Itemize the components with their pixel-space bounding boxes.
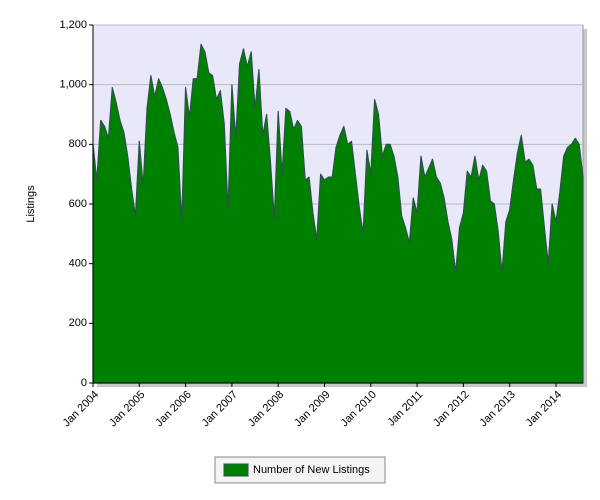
- y-tick-label: 400: [69, 258, 87, 270]
- y-tick-label: 600: [69, 198, 87, 210]
- y-tick-label: 200: [69, 317, 87, 329]
- x-tick-label: Jan 2004: [61, 389, 101, 429]
- x-tick-label: Jan 2012: [431, 389, 471, 429]
- legend: Number of New Listings: [214, 456, 386, 484]
- y-axis-label: Listings: [25, 185, 37, 223]
- x-tick-label: Jan 2005: [107, 389, 147, 429]
- x-tick-label: Jan 2011: [385, 389, 425, 429]
- y-tick-label: 1,200: [59, 19, 87, 31]
- x-tick-label: Jan 2014: [524, 389, 564, 429]
- y-tick-label: 0: [81, 377, 87, 389]
- x-tick-label: Jan 2008: [246, 389, 286, 429]
- x-tick-label: Jan 2009: [292, 389, 332, 429]
- x-tick-label: Jan 2007: [200, 389, 240, 429]
- x-tick-label: Jan 2006: [153, 389, 193, 429]
- y-tick-label: 800: [69, 138, 87, 150]
- x-tick-label: Jan 2013: [477, 389, 517, 429]
- area: [92, 43, 584, 384]
- y-tick-label: 1,000: [59, 79, 87, 91]
- x-tick-label: Jan 2010: [338, 389, 378, 429]
- legend-swatch: [223, 463, 249, 477]
- legend-label: Number of New Listings: [253, 464, 370, 476]
